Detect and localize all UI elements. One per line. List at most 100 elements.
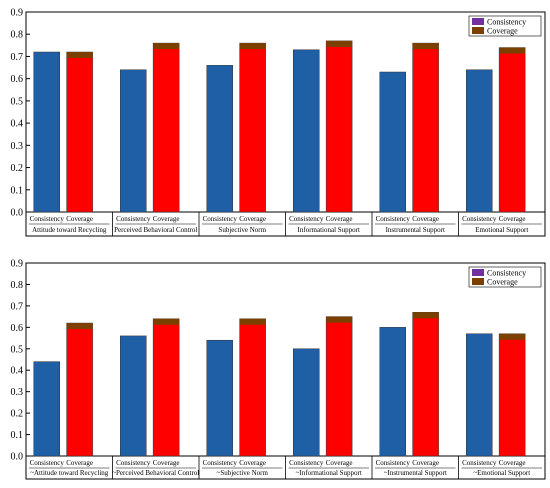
- group-label: Informational Support: [298, 226, 360, 234]
- bar-label: Coverage: [239, 215, 266, 223]
- bar-cap: [66, 323, 93, 330]
- group-label: Perceived Behavioral Control: [114, 226, 197, 234]
- bar-label: Coverage: [412, 215, 439, 223]
- legend-box: [468, 15, 542, 37]
- legend-swatch: [472, 269, 484, 276]
- y-tick-label: 0.5: [11, 344, 24, 355]
- bar-label: Consistency: [462, 459, 497, 467]
- legend-label: Consistency: [487, 269, 526, 278]
- group-label: Subjective Norm: [218, 226, 266, 234]
- bar-cap: [499, 333, 526, 340]
- legend-swatch: [472, 278, 484, 285]
- y-tick-label: 0.5: [11, 96, 24, 107]
- bar-coverage: [66, 322, 93, 457]
- bar-coverage: [152, 42, 180, 213]
- bar-label: Coverage: [499, 215, 526, 223]
- y-tick-label: 0.2: [11, 163, 24, 174]
- bar-label: Coverage: [326, 459, 353, 467]
- group-label: Instrumental Support: [386, 226, 445, 234]
- y-tick-label: 0.8: [11, 30, 24, 41]
- bar-label: Consistency: [289, 215, 324, 223]
- group-label: Emotional Support: [475, 226, 528, 234]
- y-tick-label: 0.0: [11, 208, 24, 219]
- bar-label: Consistency: [203, 215, 238, 223]
- bar-label: Consistency: [203, 459, 238, 467]
- legend-swatch: [472, 27, 484, 34]
- y-tick-label: 0.1: [11, 430, 24, 441]
- bar-label: Coverage: [499, 459, 526, 467]
- bar-label: Consistency: [376, 215, 411, 223]
- y-tick-label: 0.1: [11, 185, 24, 196]
- bar-consistency: [466, 69, 493, 213]
- group-label: ~Informational Support: [296, 469, 362, 477]
- group-label: ~Emotional Support: [473, 469, 530, 477]
- y-tick-label: 0.7: [11, 52, 24, 63]
- bar-coverage: [325, 40, 353, 213]
- bar-label: Coverage: [153, 459, 180, 467]
- legend-swatch: [472, 18, 484, 25]
- bar-label: Coverage: [412, 459, 439, 467]
- bar-label: Consistency: [116, 459, 151, 467]
- y-tick-label: 0.8: [11, 280, 24, 291]
- bar-cap: [239, 318, 266, 325]
- chart-panel-2: 0.0 0.1 0.2 0.3 0.4 0.5 0.6 0.7 0.8 0.9 Consistenc…: [11, 259, 546, 480]
- bar-label: Consistency: [116, 215, 151, 223]
- bar-label: Consistency: [289, 459, 324, 467]
- bar-cap: [326, 316, 353, 323]
- bar-coverage: [412, 42, 439, 213]
- bar-consistency: [379, 71, 407, 213]
- bar-consistency: [379, 327, 407, 457]
- y-tick-label: 0.6: [11, 74, 24, 85]
- y-tick-label: 0.2: [11, 409, 24, 420]
- y-tick-label: 0.3: [11, 387, 24, 398]
- bar-cap: [66, 52, 93, 58]
- y-tick-label: 0.0: [11, 452, 24, 463]
- y-tick-label: 0.9: [11, 259, 24, 270]
- bar-consistency: [206, 65, 234, 213]
- y-tick-label: 0.3: [11, 141, 24, 152]
- y-tick-label: 0.4: [11, 366, 24, 377]
- y-tick-label: 0.7: [11, 301, 24, 312]
- bar-consistency: [120, 69, 147, 213]
- group-label: ~Attitude toward Recycling: [30, 469, 109, 477]
- bar-label: Coverage: [239, 459, 266, 467]
- bar-label: Consistency: [462, 215, 497, 223]
- group-label: ~Subjective Norm: [217, 469, 269, 477]
- bar-label: Coverage: [153, 215, 180, 223]
- bar-cap: [412, 312, 439, 319]
- bar-coverage: [498, 333, 526, 457]
- group-label: ~Instrumental Support: [384, 469, 447, 477]
- bar-consistency: [466, 333, 493, 457]
- bar-coverage: [66, 51, 93, 213]
- bar-label: Coverage: [326, 215, 353, 223]
- bar-cap: [499, 47, 526, 54]
- chart-panel-1: 0.0 0.1 0.2 0.3 0.4 0.5 0.6 0.7 0.8 0.9 Consistenc…: [11, 8, 546, 237]
- y-tick-label: 0.4: [11, 119, 24, 130]
- bar-cap: [326, 40, 353, 47]
- bar-coverage: [239, 318, 266, 457]
- legend-box: [468, 266, 542, 288]
- bar-cap: [153, 43, 180, 50]
- bar-consistency: [206, 339, 234, 457]
- bar-label: Coverage: [66, 215, 93, 223]
- y-tick-label: 0.6: [11, 323, 24, 334]
- legend-label: Coverage: [487, 27, 518, 36]
- group-label: Attitude toward Recycling: [32, 226, 107, 234]
- legend-label: Consistency: [487, 18, 526, 27]
- bar-label: Consistency: [376, 459, 411, 467]
- bar-cap: [412, 43, 439, 50]
- bar-coverage: [152, 318, 180, 457]
- y-tick-label: 0.9: [11, 8, 24, 19]
- bar-cap: [239, 43, 266, 50]
- bar-coverage: [498, 47, 526, 213]
- bar-consistency: [293, 49, 320, 213]
- bar-label: Coverage: [66, 459, 93, 467]
- bar-label: Consistency: [30, 459, 65, 467]
- legend-label: Coverage: [487, 278, 518, 287]
- bar-coverage: [325, 316, 353, 457]
- bar-consistency: [33, 361, 61, 457]
